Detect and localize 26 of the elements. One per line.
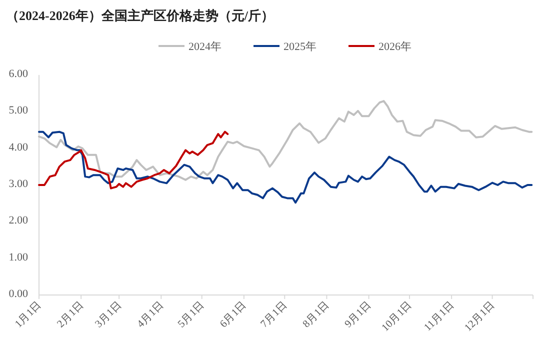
- x-tick-label: 6月1日: [218, 298, 250, 330]
- y-tick-label: 6.00: [8, 68, 28, 80]
- y-tick-label: 0.00: [8, 288, 28, 300]
- legend-label: 2024年: [188, 41, 222, 53]
- x-tick-label: 4月1日: [134, 298, 166, 330]
- line-series: [38, 100, 533, 181]
- y-tick-label: 1.00: [8, 251, 28, 264]
- x-tick-label: 3月1日: [92, 298, 124, 330]
- y-tick-label: 4.00: [8, 141, 28, 154]
- legend-label: 2025年: [284, 41, 316, 53]
- line-series: [38, 130, 533, 204]
- chart-title: （2024-2026年）全国主产区价格走势（元/斤）: [6, 8, 274, 23]
- x-tick-label: 12月1日: [462, 298, 498, 334]
- x-tick-label: 9月1日: [342, 298, 374, 330]
- line-series: [38, 130, 229, 190]
- y-tick-label: 2.00: [8, 214, 28, 227]
- x-tick-label: 2月1日: [54, 298, 86, 330]
- x-tick-label: 8月1日: [300, 298, 332, 330]
- x-tick-label: 10月1日: [379, 298, 415, 334]
- x-tick-label: 5月1日: [176, 298, 207, 330]
- legend-label: 2026年: [378, 41, 412, 53]
- x-tick-label: 11月1日: [422, 298, 457, 334]
- y-tick-label: 5.00: [8, 104, 28, 117]
- x-tick-label: 1月1日: [12, 298, 44, 330]
- y-tick-label: 3.00: [8, 178, 28, 190]
- x-tick-label: 7月1日: [258, 298, 290, 330]
